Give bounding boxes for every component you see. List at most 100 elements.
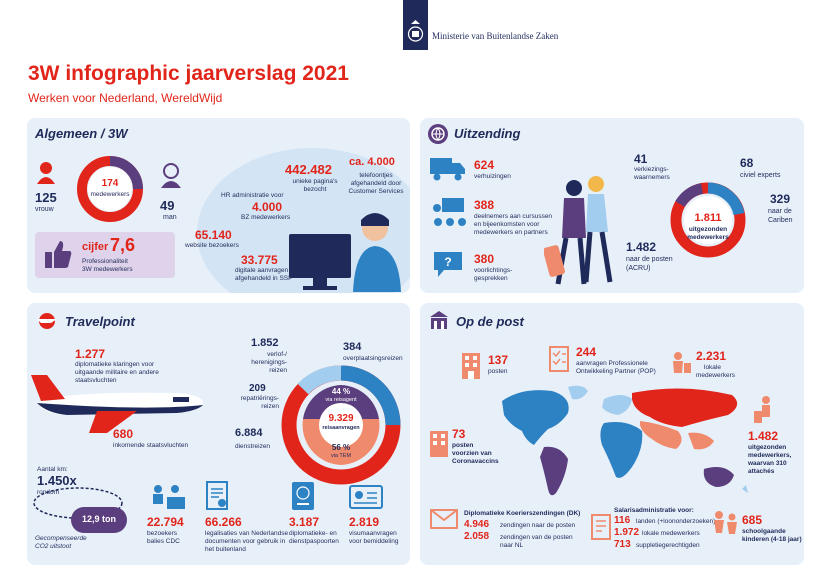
corona-label-3: Coronavaccins [452,458,499,465]
svg-text:?: ? [444,255,451,269]
corona-label-2: voorzien van [452,450,492,457]
uitzending-header-icon [428,124,448,144]
donut-bottom-label: via TEM [330,453,352,459]
paginas-value: 442.482 [285,162,332,177]
hr-value: 4.000 [252,200,283,214]
cariben-label-1: naar de [768,208,792,215]
building-icon [462,353,480,379]
klaringen-value: 1.277 [75,347,106,361]
civiel-value: 68 [740,156,754,170]
cijfer-value: 7,6 [110,235,136,255]
donut-bottom-pct: 56 % [331,443,351,452]
panel-title-opdepost: Op de post [456,314,524,329]
repatriering-label-2: reizen [261,403,279,410]
deelnemers-label-2: en bijeenkomsten voor [474,221,540,228]
lokaal-value: 2.231 [696,349,727,363]
school-value: 685 [742,513,763,527]
uitgezonden-label-2: medewerkers [687,234,729,241]
repatriering-label-1: repatriërings- [240,395,279,402]
overplaatsing-value: 384 [343,341,362,353]
woman-icon [37,162,55,184]
km-value: 1.450x [37,473,77,488]
crest-icon [407,20,424,42]
co2-label-1: Gecompenseerde [35,535,87,542]
pop-value: 244 [576,345,597,359]
children-icon [714,511,737,534]
counter-desk-icon [153,485,185,509]
cijfer-label-2: 3W medewerkers [82,266,133,273]
checklist-icon [549,346,569,372]
paspoorten-label-2: dienstpaspoorten [289,538,339,545]
school-label-1: schoolgaande [742,528,786,535]
training-icon [433,198,466,226]
salaris-label-3: suppletiegerechtigden [636,542,700,549]
dienstreizen-label: dienstreizen [235,443,271,450]
telefoon-label-3: Customer Services [348,188,404,195]
plane-globe-icon [37,313,57,329]
local-staff-icon [673,352,691,373]
donut-top-pct: 44 % [331,387,351,396]
traveller-suitcase-icon [754,396,770,423]
vrouw-label: vrouw [35,206,54,213]
salaris-title: Salarisadministratie voor: [614,507,694,514]
telefoon-label-1: telefoontjes [359,172,393,179]
uitgezonden-label-1: uitgezonden [688,226,728,233]
balies-label-2: balies CDC [147,538,180,545]
voorlichting-label-1: voorlichtings- [474,267,513,274]
document-stamp-icon [206,481,228,510]
envelope-icon [430,509,458,529]
uitgezonden-value: 1.482 [748,429,779,443]
cijfer-label-1: Professionaliteit [82,258,128,265]
pop-label-2: Ontwikkeling Partner (POP) [576,368,656,375]
posten-value: 137 [488,353,509,367]
salaris-label-1: landen (+loononderzoeken) [636,518,716,525]
medewerkers-label: medewerkers [90,191,130,198]
website-label: website bezoekers [185,242,239,249]
inkomend-value: 680 [113,427,134,441]
world-map [502,385,748,496]
legalisaties-label-1: legalisaties van Nederlandse [205,530,289,537]
verlof-value: 1.852 [251,337,279,349]
uitgezonden-label-4: attachés [748,468,775,475]
overplaatsing-label: overplaatsingsreizen [343,355,403,362]
paspoorten-value: 3.187 [289,515,320,529]
salaris-value-2: 1.972 [614,527,640,538]
lokaal-label-2: medewerkers [696,372,736,379]
id-card-icon [349,485,383,509]
legalisaties-value: 66.266 [205,515,242,529]
airplane-illustration [31,375,203,433]
koerier-title: Diplomatieke Koerierszendingen (DK) [464,510,581,517]
deelnemers-value: 388 [474,198,495,212]
page-subtitle: Werken voor Nederland, WereldWijd [28,91,223,105]
truck-icon [430,158,465,181]
posten-value: 1.482 [626,240,657,254]
balies-label-1: bezoekers [147,530,177,537]
hr-label: HR administratie voor [221,192,284,199]
co2-cloud [71,507,127,533]
medewerkers-value: 174 [101,178,119,189]
uitgezonden-label-2: medewerkers, [748,452,792,459]
telefoon-value: ca. 4.000 [349,156,395,168]
cijfer-prefix: cijfer [82,241,109,253]
speech-bubble-icon: ? [434,252,462,277]
paginas-label-2: bezocht [303,186,327,193]
donut-center-value: 9.329 [328,413,354,424]
panel-title-uitzending: Uitzending [454,126,521,141]
panel-opdepost: Op de post 137 posten 244 aanvrag [420,303,804,565]
klaringen-label-3: staatsvluchten [75,377,117,384]
header-logo [403,0,428,50]
salaris-value-1: 116 [614,515,631,526]
verhuizingen-label: verhuizingen [474,173,511,180]
man-label: man [163,214,177,221]
cariben-value: 329 [770,192,791,206]
verkiezing-value: 41 [634,152,648,166]
earth-orbit-icon [33,487,123,519]
paginas-label-1: unieke pagina's [292,178,338,185]
corona-label-1: posten [452,442,474,449]
passport-icon [292,482,314,510]
pop-label-1: aanvragen Professionele [576,360,648,367]
klaringen-label-2: uitgaande militaire en andere [75,369,159,376]
salaris-label-2: lokale medewerkers [642,530,700,537]
posten-label-1: naar de posten [626,256,673,263]
digitaal-value: 33.775 [241,253,278,267]
